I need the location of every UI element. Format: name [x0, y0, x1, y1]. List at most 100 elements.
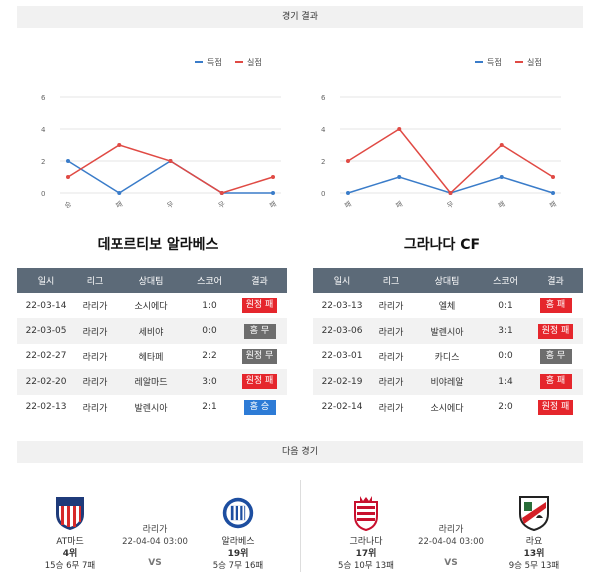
away-team-rank: 13위	[523, 549, 545, 559]
cell-score: 3:1	[483, 318, 528, 344]
away-team-rank: 19위	[227, 549, 249, 559]
table-row: 22-03-01 라리가 카디스 0:0 홈 무	[313, 344, 583, 369]
table-header-row: 일시 리그 상대팀 스코어 결과	[313, 268, 583, 293]
data-point	[66, 175, 70, 179]
cell-league: 라리가	[371, 318, 411, 344]
data-point	[219, 191, 224, 195]
cell-score: 3:0	[187, 369, 232, 395]
cell-score: 2:2	[202, 351, 217, 362]
x-tick-label: 무	[166, 200, 176, 210]
away-team-name: 알라베스	[221, 537, 255, 547]
cell-league: 라리가	[82, 352, 108, 363]
series-line-1	[67, 144, 274, 194]
cell-score: 0:0	[498, 351, 513, 362]
cell-result: 원정 패	[232, 369, 287, 395]
col-header-league: 리그	[371, 268, 411, 293]
home-team: AT마드 4위 15승 6무 7패	[25, 494, 115, 572]
right-team-title: 그라나다 CF	[403, 237, 481, 253]
table-row: 22-02-14 라리가 소시에다 2:0 원정 패	[313, 395, 583, 420]
table-row: 22-02-13 라리가 발렌시아 2:1 홈 승	[17, 395, 287, 420]
cell-opponent: 카디스	[434, 352, 460, 363]
col-header-date: 일시	[17, 268, 75, 293]
results-section-header: 경기 결과	[17, 6, 583, 28]
data-point	[117, 143, 122, 147]
home-team-name: 그라나다	[349, 537, 383, 547]
cell-league: 라리가	[82, 302, 108, 313]
cell-opponent: 헤타페	[138, 352, 164, 363]
next-match-card[interactable]: AT마드 4위 15승 6무 7패 라리가 22-04-04 03:00 VS …	[17, 480, 287, 572]
home-team-rank: 17위	[355, 549, 377, 559]
col-header-opponent: 상대팀	[115, 268, 187, 293]
cell-opponent: 비야레알	[411, 369, 483, 395]
col-header-result: 결과	[232, 268, 287, 293]
result-badge: 원정 패	[537, 399, 574, 415]
rayo-vallecano-crest-icon	[519, 496, 549, 532]
cell-result: 홈 패	[528, 293, 583, 318]
table-row: 22-03-14 라리가 소시에다 1:0 원정 패	[17, 293, 287, 318]
data-point	[551, 175, 555, 179]
left-team-title: 데포르티보 알라베스	[97, 237, 219, 253]
match-info: 라리가 22-04-04 03:00 VS	[115, 524, 195, 568]
cell-date: 22-02-19	[313, 369, 371, 395]
data-point	[499, 175, 504, 179]
away-team: 라요 13위 9승 5무 13패	[489, 494, 579, 572]
y-tick-label: 4	[41, 126, 46, 134]
away-team-name: 라요	[525, 537, 543, 547]
table-header-row: 일시 리그 상대팀 스코어 결과	[17, 268, 287, 293]
cell-result: 홈 승	[232, 395, 287, 420]
cell-score: 1:0	[202, 300, 217, 311]
result-badge: 원정 무	[241, 348, 278, 364]
cell-opponent: 소시에다	[134, 302, 168, 313]
home-team-record: 15승 6무 7패	[44, 561, 96, 571]
home-team: 그라나다 17위 5승 10무 13패	[321, 494, 411, 572]
cell-date: 22-02-20	[17, 369, 75, 395]
data-point	[66, 159, 70, 163]
cell-date: 22-03-14	[25, 300, 67, 311]
cell-date: 22-03-01	[321, 351, 363, 362]
data-point	[499, 143, 504, 147]
data-point	[271, 175, 275, 179]
cell-opponent: 발렌시아	[134, 403, 168, 414]
cell-date: 22-03-13	[321, 300, 363, 311]
y-tick-label: 4	[321, 126, 326, 134]
next-match-section-title: 다음 경기	[282, 447, 318, 457]
left-team-form-chart: 0 2 4 6 승 패 무 무 패 득점 실점	[40, 50, 290, 210]
cell-opponent: 엘체	[438, 302, 456, 313]
match-league: 라리가	[142, 525, 168, 535]
data-point	[551, 191, 555, 195]
cell-league: 라리가	[378, 302, 404, 313]
home-team-name: AT마드	[56, 537, 84, 547]
col-header-result: 결과	[528, 268, 583, 293]
y-tick-label: 2	[41, 158, 45, 166]
result-badge: 원정 패	[241, 298, 278, 314]
match-datetime: 22-04-04 03:00	[418, 537, 484, 547]
match-league: 라리가	[438, 525, 464, 535]
data-point	[397, 175, 402, 179]
result-badge: 홈 승	[243, 399, 276, 415]
next-match-card[interactable]: 그라나다 17위 5승 10무 13패 라리가 22-04-04 03:00 V…	[313, 480, 583, 572]
cell-opponent: 발렌시아	[411, 318, 483, 344]
cell-opponent: 세비야	[115, 318, 187, 344]
line-chart-svg: 0 2 4 6 승 패 무 무 패 득점 실점	[41, 57, 281, 210]
match-datetime: 22-04-04 03:00	[122, 537, 188, 547]
series-line-0	[67, 160, 273, 194]
result-badge: 홈 무	[539, 348, 572, 364]
table-row: 22-02-19 라리가 비야레알 1:4 홈 패	[313, 369, 583, 395]
result-badge: 홈 패	[539, 298, 572, 314]
result-badge: 홈 패	[539, 374, 572, 390]
cell-opponent: 레알마드	[115, 369, 187, 395]
cell-score: 2:1	[202, 402, 217, 413]
x-tick-label: 무	[217, 200, 227, 210]
away-team-record: 5승 7무 16패	[212, 561, 264, 571]
y-tick-label: 2	[321, 158, 325, 166]
cell-score: 1:4	[483, 369, 528, 395]
cell-score: 0:0	[187, 318, 232, 344]
vs-label: VS	[444, 558, 458, 568]
col-header-score: 스코어	[483, 268, 528, 293]
cell-date: 22-02-14	[321, 402, 363, 413]
line-chart-svg: 0 2 4 6 패 패 무 패 패 득점 실점	[321, 57, 561, 210]
x-tick-label: 승	[63, 200, 73, 210]
away-team: 알라베스 19위 5승 7무 16패	[193, 494, 283, 572]
col-header-league: 리그	[75, 268, 115, 293]
